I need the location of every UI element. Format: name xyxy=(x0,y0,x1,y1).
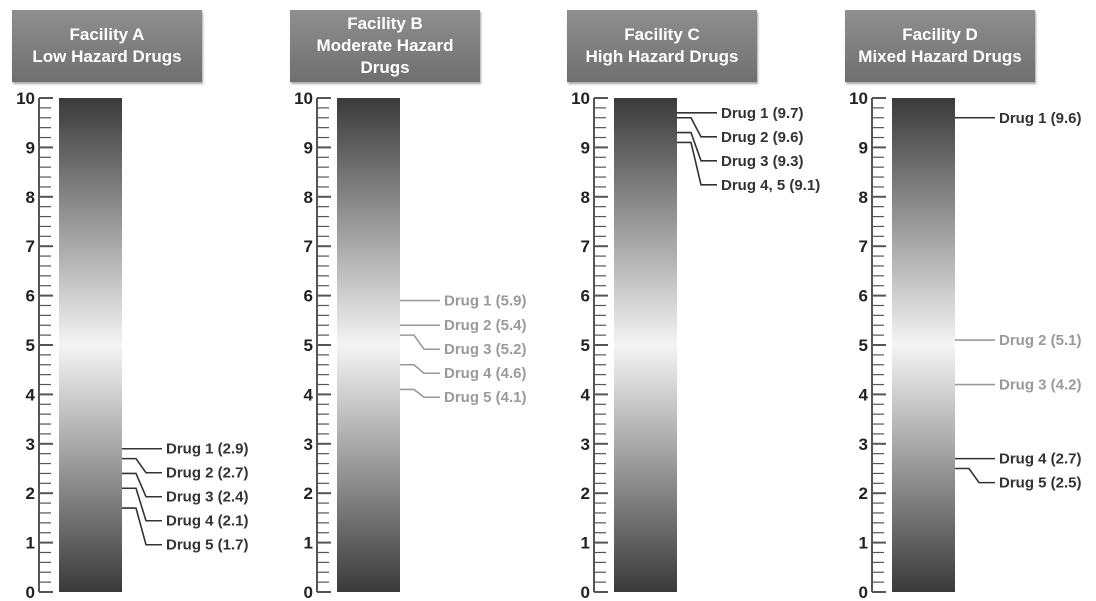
facility-d-tick-label: 6 xyxy=(859,287,868,306)
facility-d-drug-label: Drug 4 (2.7) xyxy=(999,451,1082,468)
facility-c-title: Facility C xyxy=(624,25,700,44)
facility-b-tick-label: 2 xyxy=(304,484,313,503)
facility-d-drug-label: Drug 5 (2.5) xyxy=(999,475,1082,492)
facility-b-marker-line xyxy=(400,388,440,399)
facility-a-title: Facility A xyxy=(69,25,145,44)
facility-c-tick-label: 4 xyxy=(581,385,591,404)
facility-a-tick-label: 8 xyxy=(26,188,35,207)
facility-c-header: Facility C High Hazard Drugs xyxy=(567,10,757,82)
facility-c-drug-label: Drug 4, 5 (9.1) xyxy=(721,177,820,194)
facility-a-drug-label: Drug 3 (2.4) xyxy=(166,489,249,506)
facility-a-tick-label: 3 xyxy=(26,435,35,454)
facility-b-marker-line xyxy=(400,363,440,375)
facility-a-tick-label: 1 xyxy=(26,534,35,553)
facility-b-drug-label: Drug 5 (4.1) xyxy=(444,389,527,406)
facility-a-tick-label: 0 xyxy=(26,583,35,601)
facility-d-tick-label: 2 xyxy=(859,484,868,503)
facility-a-marker-line xyxy=(122,487,162,522)
facility-c-tick-label: 5 xyxy=(581,336,590,355)
facility-b-tick-label: 4 xyxy=(304,385,314,404)
facility-a-tick-label: 10 xyxy=(16,89,35,108)
facility-b-marker-line xyxy=(400,334,440,351)
facility-b-tick-label: 5 xyxy=(304,336,313,355)
facility-d-tick-label: 1 xyxy=(859,534,868,553)
facility-b-tick-label: 0 xyxy=(304,583,313,601)
facility-b-hazard-bar xyxy=(337,98,400,592)
facility-d-tick-label: 0 xyxy=(859,583,868,601)
facility-a-marker-line xyxy=(122,472,162,498)
facility-a-header: Facility A Low Hazard Drugs xyxy=(12,10,202,82)
facility-d-tick-label: 8 xyxy=(859,188,868,207)
facility-c-marker-line xyxy=(677,141,717,186)
facility-c-subtitle: High Hazard Drugs xyxy=(585,47,739,66)
facility-b-tick-label: 1 xyxy=(304,534,313,553)
facility-c-tick-label: 3 xyxy=(581,435,590,454)
facility-c-hazard-bar xyxy=(614,98,677,592)
facility-a-tick-label: 5 xyxy=(26,336,35,355)
facility-c-tick-label: 2 xyxy=(581,484,590,503)
facility-d-drug-label: Drug 2 (5.1) xyxy=(999,332,1082,349)
facility-d-header: Facility D Mixed Hazard Drugs xyxy=(845,10,1035,82)
facility-b-title: Facility B xyxy=(347,14,423,33)
facility-b-tick-label: 10 xyxy=(294,89,313,108)
facility-c-drug-label: Drug 3 (9.3) xyxy=(721,153,804,170)
facility-a-drug-label: Drug 5 (1.7) xyxy=(166,537,249,554)
facility-d-drug-label: Drug 1 (9.6) xyxy=(999,110,1082,127)
facility-a-marker-line xyxy=(122,507,162,546)
facility-b-tick-label: 3 xyxy=(304,435,313,454)
facility-a-tick-label: 9 xyxy=(26,138,35,157)
facility-a-drug-label: Drug 2 (2.7) xyxy=(166,465,249,482)
facility-a-tick-label: 4 xyxy=(26,385,36,404)
facility-c-tick-label: 8 xyxy=(581,188,590,207)
facility-d-hazard-bar xyxy=(892,98,955,592)
facility-a-drug-label: Drug 4 (2.1) xyxy=(166,513,249,530)
facility-a-drug-label: Drug 1 (2.9) xyxy=(166,441,249,458)
facility-d-tick-label: 3 xyxy=(859,435,868,454)
facility-d-tick-label: 9 xyxy=(859,138,868,157)
facility-d-tick-label: 10 xyxy=(849,89,868,108)
facility-c-drug-label: Drug 2 (9.6) xyxy=(721,129,804,146)
facility-d-marker-line xyxy=(955,467,995,484)
facility-a-subtitle: Low Hazard Drugs xyxy=(32,47,182,66)
facility-a-tick-label: 6 xyxy=(26,287,35,306)
facility-d-tick-label: 4 xyxy=(859,385,869,404)
facility-a-marker-line xyxy=(122,457,162,474)
facility-b-tick-label: 8 xyxy=(304,188,313,207)
facility-b-tick-label: 9 xyxy=(304,138,313,157)
facility-b-header: Facility B Moderate Hazard Drugs xyxy=(290,10,480,82)
facility-d-tick-label: 7 xyxy=(859,237,868,256)
facility-a-tick-label: 2 xyxy=(26,484,35,503)
facility-a-tick-label: 7 xyxy=(26,237,35,256)
facility-b-subtitle: Moderate Hazard Drugs xyxy=(316,36,454,77)
facility-c-marker-line xyxy=(677,131,717,162)
facility-c-tick-label: 10 xyxy=(571,89,590,108)
facility-c-tick-label: 9 xyxy=(581,138,590,157)
facility-c-marker-line xyxy=(677,116,717,138)
facility-d-subtitle: Mixed Hazard Drugs xyxy=(858,47,1022,66)
facility-b-tick-label: 6 xyxy=(304,287,313,306)
facility-b-drug-label: Drug 1 (5.9) xyxy=(444,293,527,310)
facility-c-tick-label: 0 xyxy=(581,583,590,601)
facility-c-tick-label: 1 xyxy=(581,534,590,553)
facility-d-drug-label: Drug 3 (4.2) xyxy=(999,377,1082,394)
facility-b-drug-label: Drug 3 (5.2) xyxy=(444,341,527,358)
facility-c-tick-label: 6 xyxy=(581,287,590,306)
facility-a-hazard-bar xyxy=(59,98,122,592)
facility-b-tick-label: 7 xyxy=(304,237,313,256)
facility-b-drug-label: Drug 2 (5.4) xyxy=(444,317,527,334)
facility-c-drug-label: Drug 1 (9.7) xyxy=(721,105,804,122)
facility-d-tick-label: 5 xyxy=(859,336,868,355)
facility-c-tick-label: 7 xyxy=(581,237,590,256)
facility-d-title: Facility D xyxy=(902,25,978,44)
facility-b-drug-label: Drug 4 (4.6) xyxy=(444,365,527,382)
